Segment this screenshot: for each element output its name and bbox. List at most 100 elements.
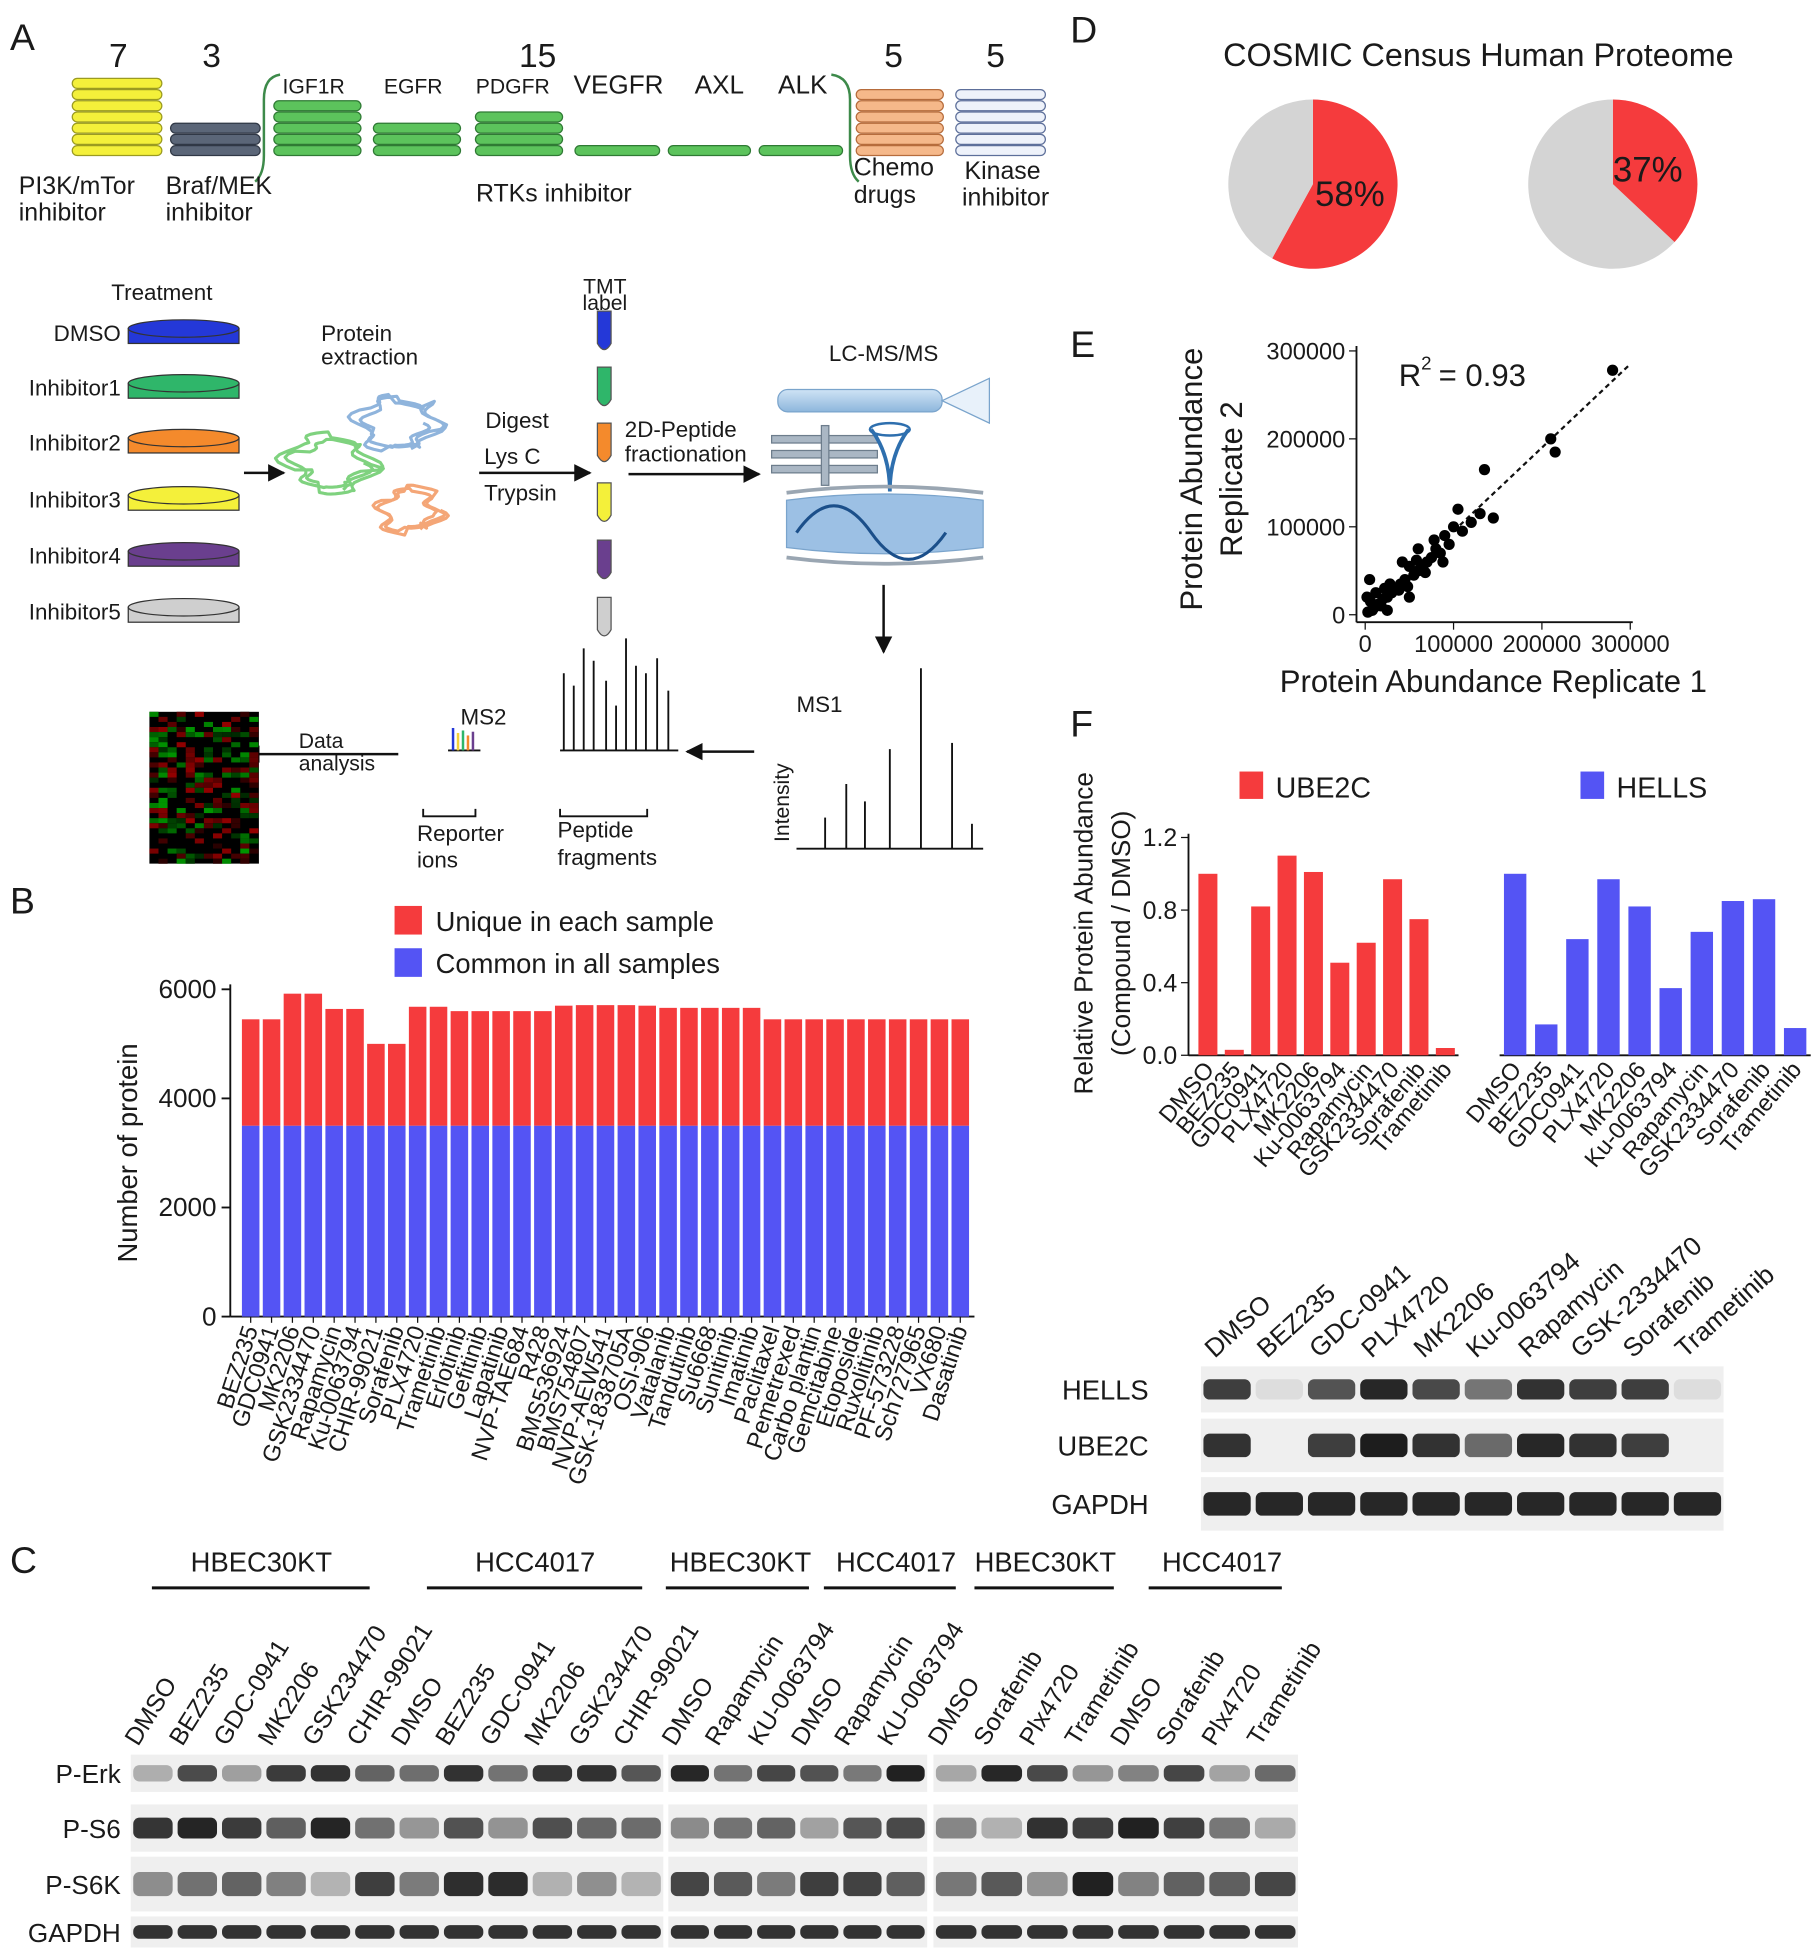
dish: [71, 133, 163, 145]
band: [843, 1765, 882, 1782]
band: [443, 1925, 484, 1939]
row-label: UBE2C: [1057, 1430, 1148, 1461]
cell-line: HCC4017: [836, 1547, 956, 1578]
bar: [450, 1125, 469, 1317]
band: [488, 1817, 528, 1839]
bar: [1783, 1028, 1807, 1056]
axis-title: Protein Abundance Replicate 1: [1280, 664, 1707, 699]
panel-label: B: [10, 879, 35, 921]
chart-title: COSMIC Census Human Proteome: [1223, 37, 1734, 73]
bar: [408, 1006, 427, 1126]
heat-cell: [203, 818, 213, 824]
band: [443, 1871, 484, 1897]
bar: [534, 1011, 552, 1126]
heat-cell: [185, 752, 195, 758]
heat-cell: [249, 727, 259, 733]
heat-cell: [158, 742, 168, 748]
dish-top: [127, 597, 240, 617]
heat-cell: [212, 782, 223, 788]
dish: [71, 77, 163, 89]
tube: [596, 422, 612, 463]
y-tick-label: 0.0: [1143, 1042, 1178, 1070]
band: [757, 1765, 796, 1782]
legend-label: Common in all samples: [436, 948, 720, 979]
dish: [71, 88, 163, 101]
band: [266, 1925, 306, 1939]
band: [1255, 1492, 1303, 1516]
heat-cell: [249, 813, 259, 819]
heat-cell: [249, 782, 259, 788]
blot: [668, 1856, 928, 1912]
bar: [659, 1125, 677, 1317]
heat-cell: [167, 792, 177, 798]
band: [355, 1765, 395, 1782]
heat-cell: [203, 757, 213, 763]
heat-cell: [149, 737, 159, 743]
band: [310, 1925, 351, 1939]
band: [443, 1765, 484, 1782]
band: [177, 1871, 218, 1897]
heat-cell: [222, 802, 232, 809]
heat-cell: [222, 721, 232, 728]
band: [355, 1871, 395, 1897]
bar: [262, 1125, 281, 1317]
band: [843, 1925, 882, 1939]
band: [800, 1765, 839, 1782]
band: [981, 1925, 1023, 1939]
band: [1517, 1433, 1565, 1458]
band: [1203, 1433, 1251, 1458]
dish: [71, 144, 163, 157]
heat-cell: [203, 747, 213, 753]
label: extraction: [321, 345, 418, 370]
heat-cell: [149, 777, 159, 783]
dish-top: [127, 428, 240, 448]
heat-cell: [158, 737, 168, 743]
heat-cell: [249, 808, 259, 814]
heat-cell: [176, 716, 186, 722]
heat-cell: [212, 843, 223, 849]
heat-cell: [231, 716, 241, 722]
bar: [888, 1019, 907, 1126]
heat-cell: [167, 828, 177, 834]
label: Chemo: [854, 153, 934, 181]
heat-cell: [149, 848, 159, 854]
bar: [1535, 1024, 1558, 1056]
band: [177, 1925, 218, 1939]
band: [1203, 1492, 1251, 1516]
heat-cell: [185, 727, 195, 733]
heat-cell: [231, 767, 241, 773]
heat-cell: [158, 762, 168, 768]
heat-cell: [231, 818, 241, 824]
heat-cell: [240, 757, 250, 763]
point: [1447, 521, 1460, 533]
label: PI3K/mTor: [19, 172, 135, 200]
band: [355, 1817, 395, 1839]
band: [1360, 1379, 1408, 1400]
heat-cell: [149, 772, 159, 778]
heat-cell: [194, 838, 204, 844]
band: [577, 1817, 617, 1839]
heat-cell: [203, 782, 213, 788]
bar: [763, 1019, 782, 1126]
heat-cell: [240, 808, 250, 814]
tube: [596, 366, 612, 407]
heat-cell: [240, 802, 250, 809]
bar: [492, 1125, 510, 1317]
band: [621, 1925, 661, 1939]
bar: [680, 1007, 698, 1126]
dish: [855, 144, 944, 157]
band: [886, 1925, 925, 1939]
heat-cell: [194, 772, 204, 778]
blot: [130, 1804, 664, 1852]
band: [981, 1765, 1023, 1782]
y-tick-label: 2000: [158, 1192, 216, 1222]
y-tick-label: 0: [202, 1301, 217, 1331]
heat-cell: [167, 747, 177, 753]
label: MS2: [461, 704, 507, 729]
label: Lys C: [484, 444, 540, 469]
bar: [492, 1011, 510, 1126]
band: [935, 1817, 977, 1839]
x-tick-label: 0: [1359, 632, 1372, 658]
point: [1443, 538, 1455, 550]
